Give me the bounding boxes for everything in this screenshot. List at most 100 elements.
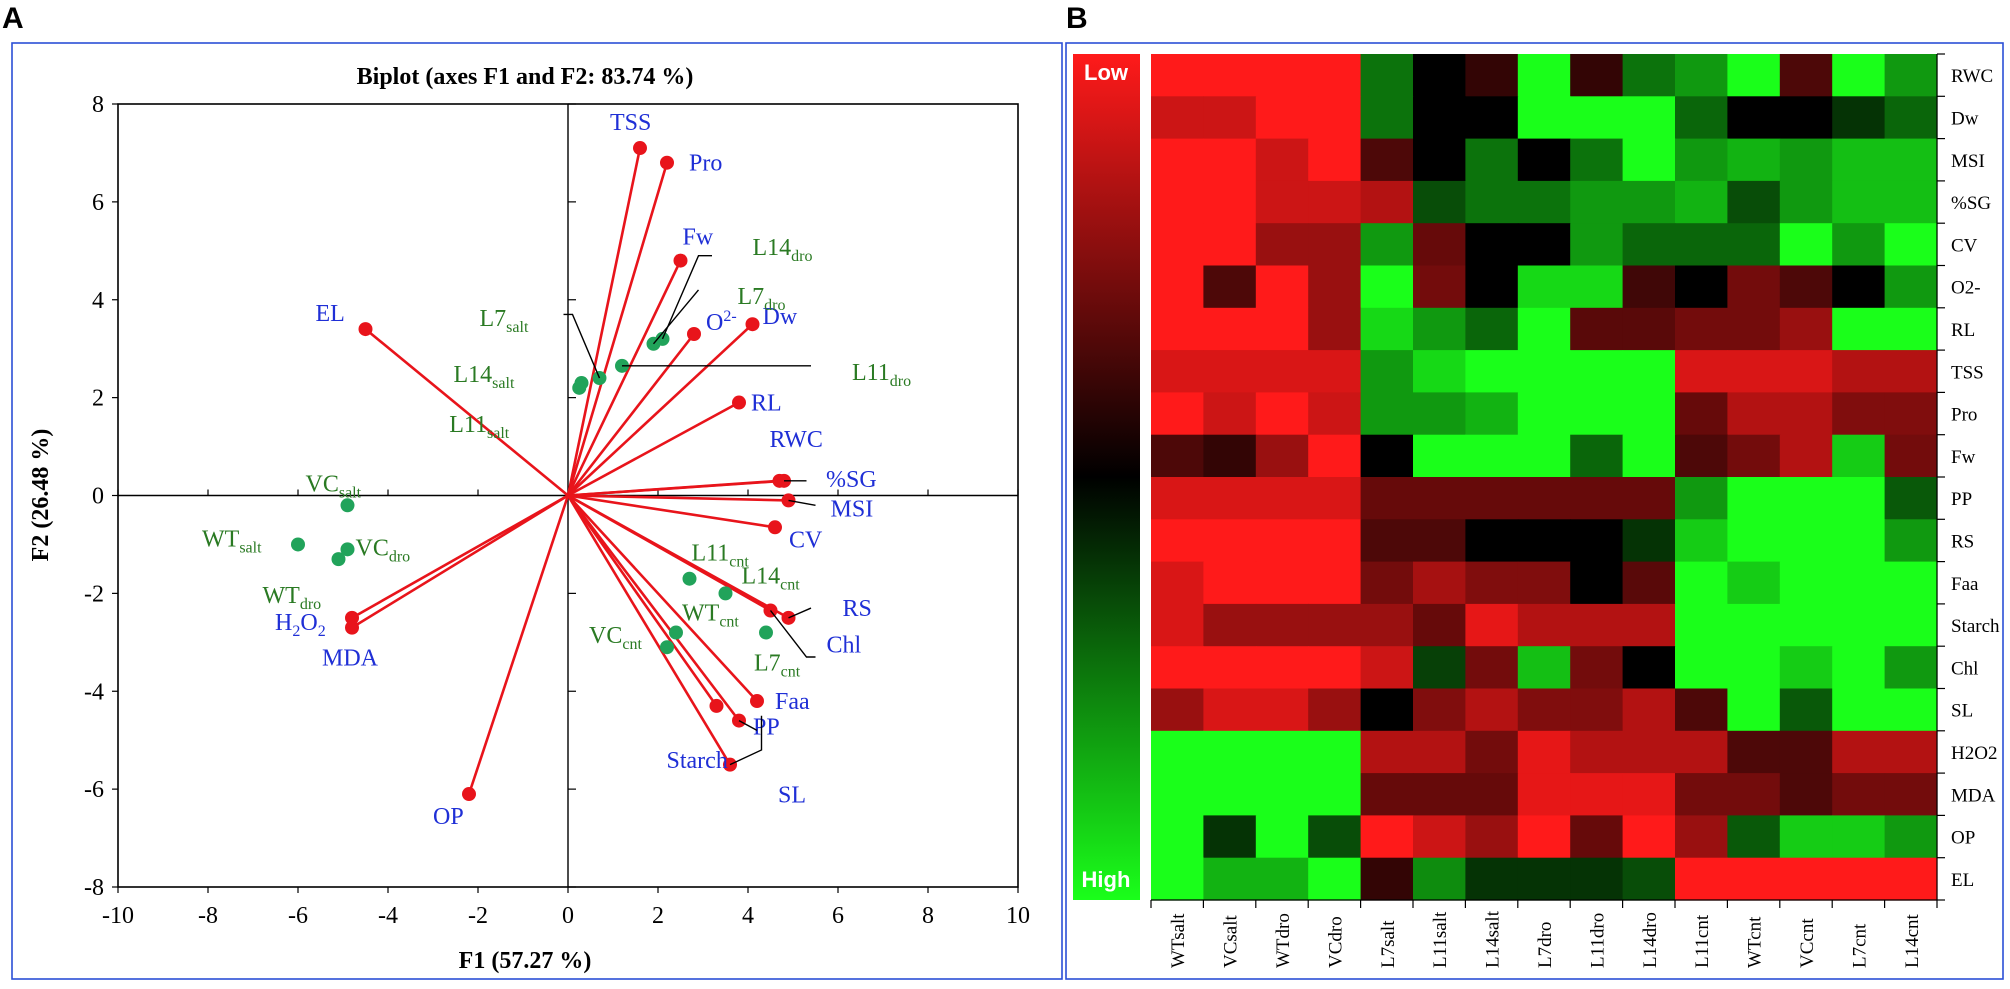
heatmap-cell	[1517, 392, 1571, 436]
observation-label: L14salt	[454, 362, 515, 392]
heatmap-cell	[1465, 519, 1519, 563]
heatmap-cell	[1360, 392, 1414, 436]
heatmap-cell	[1151, 138, 1204, 182]
row-label: EL	[1951, 870, 1974, 891]
heatmap-cell	[1203, 350, 1257, 393]
column-label: L14cnt	[1902, 913, 1923, 968]
heatmap-cell	[1203, 561, 1257, 605]
variable-label: Starch	[667, 748, 728, 774]
column-label: L7dro	[1535, 922, 1556, 968]
heatmap-cell	[1360, 603, 1414, 647]
heatmap-cell	[1779, 477, 1833, 520]
heatmap-cell	[1465, 688, 1519, 732]
heatmap-cell	[1884, 307, 1938, 351]
heatmap-cell	[1151, 730, 1204, 774]
y-tick-label: 4	[92, 288, 104, 314]
heatmap-cell	[1832, 773, 1886, 816]
observation-point	[331, 552, 346, 567]
y-tick-label: 2	[92, 386, 104, 412]
heatmap-cell	[1360, 857, 1414, 901]
heatmap-cell	[1308, 730, 1362, 774]
observation-label: L7salt	[480, 306, 529, 336]
heatmap-cell	[1465, 857, 1519, 901]
heatmap-cell	[1308, 138, 1362, 182]
heatmap-cell	[1779, 815, 1833, 859]
leader-line	[563, 313, 601, 379]
heatmap-cell	[1517, 688, 1571, 732]
row-label: MSI	[1951, 151, 1985, 172]
heatmap-cell	[1570, 561, 1624, 605]
heatmap-cell	[1413, 773, 1466, 816]
heatmap-cell	[1465, 815, 1519, 859]
heatmap-cell	[1622, 223, 1676, 267]
heatmap-cell	[1779, 730, 1833, 774]
heatmap-cell	[1832, 307, 1886, 351]
heatmap-cell	[1727, 307, 1781, 351]
y-tick-label: 0	[92, 484, 104, 510]
row-label: Chl	[1951, 658, 1978, 679]
heatmap-cell	[1832, 392, 1886, 436]
heatmap-cell	[1413, 815, 1466, 859]
variable-point	[660, 155, 674, 170]
heatmap-cell	[1517, 265, 1571, 309]
heatmap-cell	[1360, 223, 1414, 267]
heatmap-cell	[1255, 138, 1309, 182]
heatmap-cell	[1675, 603, 1728, 647]
observation-label: L11salt	[449, 412, 510, 442]
heatmap-cell	[1308, 773, 1362, 816]
heatmap-cell	[1308, 688, 1362, 732]
heatmap-cell	[1622, 434, 1676, 478]
x-tick-label: -8	[198, 903, 218, 929]
heatmap-cell	[1675, 96, 1728, 140]
variable-label: Chl	[827, 633, 862, 659]
x-tick-label: 0	[562, 903, 574, 929]
heatmap-cell	[1884, 138, 1938, 182]
row-label: H2O2	[1951, 743, 1997, 764]
heatmap-cell	[1884, 477, 1938, 520]
heatmap-cell	[1308, 392, 1362, 436]
heatmap-cell	[1779, 519, 1833, 563]
row-label: OP	[1951, 828, 1975, 849]
x-tick-label: -6	[288, 903, 308, 929]
observation-label: WTsalt	[202, 526, 262, 556]
heatmap-cell	[1255, 815, 1309, 859]
heatmap-cell	[1622, 815, 1676, 859]
heatmap-cell	[1465, 54, 1519, 97]
heatmap-cell	[1779, 857, 1833, 901]
variable-point	[358, 322, 373, 337]
heatmap-cell	[1465, 180, 1519, 224]
heatmap-cell	[1151, 519, 1204, 563]
heatmap-cell	[1570, 96, 1624, 140]
heatmap-cell	[1465, 477, 1519, 520]
observation-point	[759, 625, 773, 640]
heatmap-cell	[1360, 519, 1414, 563]
row-label: O2-	[1951, 278, 1981, 299]
variable-label: PP	[753, 715, 780, 741]
heatmap-cell	[1517, 138, 1571, 182]
column-label: WTdro	[1273, 913, 1294, 968]
heatmap-cell	[1465, 307, 1519, 351]
heatmap-cell	[1413, 857, 1466, 901]
heatmap-cell	[1517, 857, 1571, 901]
heatmap-cell	[1203, 54, 1257, 97]
heatmap-cell	[1570, 773, 1624, 816]
row-label: Dw	[1951, 108, 1979, 129]
x-tick-label: 4	[742, 903, 754, 929]
heatmap-cell	[1727, 223, 1781, 267]
heatmap-cell	[1675, 138, 1728, 182]
heatmap-cell	[1884, 180, 1938, 224]
heatmap-cell	[1517, 603, 1571, 647]
variable-label: RL	[751, 391, 782, 417]
heatmap-cell	[1308, 223, 1362, 267]
heatmap-cell	[1675, 561, 1728, 605]
observation-point	[682, 571, 697, 586]
heatmap-cell	[1151, 773, 1204, 816]
variable-point	[687, 327, 701, 342]
heatmap-cell	[1360, 350, 1414, 393]
heatmap-cell	[1675, 857, 1728, 901]
variable-label: RS	[843, 596, 872, 622]
heatmap-cell	[1413, 307, 1466, 351]
heatmap-cell	[1727, 773, 1781, 816]
variable-vector	[566, 494, 732, 766]
